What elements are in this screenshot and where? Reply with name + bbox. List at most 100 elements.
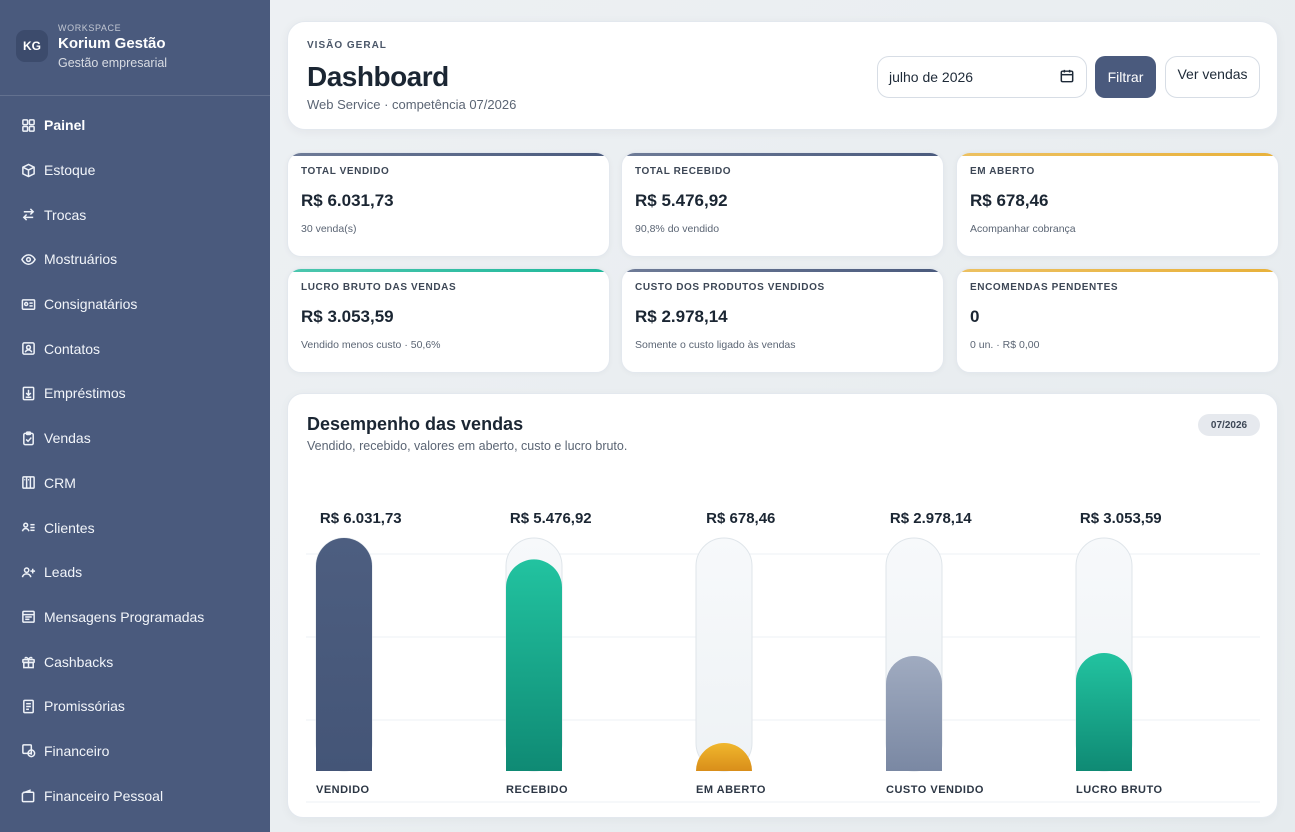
- contact-icon: [19, 340, 37, 358]
- kpi-accent-bar: [622, 269, 943, 272]
- calendar-message-icon: [19, 608, 37, 626]
- workspace-avatar[interactable]: KG: [16, 29, 48, 62]
- page-kicker: VISÃO GERAL: [307, 40, 387, 51]
- kpi-accent-bar: [957, 153, 1278, 156]
- wallet-icon: [19, 787, 37, 805]
- kpi-card: CUSTO DOS PRODUTOS VENDIDOS R$ 2.978,14 So…: [621, 268, 944, 373]
- sidebar-item-label: Empréstimos: [44, 385, 126, 402]
- sidebar-nav: Painel Estoque Trocas Mostruários Consignatá…: [0, 96, 270, 832]
- bar-recebido: [506, 559, 562, 771]
- kpi-value: R$ 6.031,73: [301, 191, 394, 210]
- sales-performance-card: R$ 6.031,73 VENDIDO R$ 5.476,92 RECEBIDO R$ …: [287, 393, 1278, 818]
- finance-icon: [19, 742, 37, 760]
- sidebar-item-mensagens-programadas[interactable]: Mensagens Programadas: [0, 595, 270, 640]
- page-subtitle: Web Service · competência 07/2026: [307, 97, 517, 112]
- month-input-value: julho de 2026: [889, 69, 974, 85]
- sidebar-item-estoque[interactable]: Estoque: [0, 148, 270, 193]
- sidebar-item-financeiro-pessoal[interactable]: Financeiro Pessoal: [0, 773, 270, 818]
- sidebar-item-label: Painel: [44, 117, 86, 134]
- users-list-icon: [19, 519, 37, 537]
- bar-value-label: R$ 6.031,73: [320, 510, 402, 527]
- sidebar-item-label: Vendas: [44, 430, 91, 447]
- sidebar-item-label: Consignatários: [44, 296, 138, 313]
- sidebar-item-label: Leads: [44, 564, 83, 581]
- gift-icon: [19, 653, 37, 671]
- kpi-card: LUCRO BRUTO DAS VENDAS R$ 3.053,59 Vendido…: [287, 268, 610, 373]
- kpi-value: R$ 678,46: [970, 191, 1049, 210]
- category-label: VENDIDO: [316, 784, 370, 796]
- sidebar-item-emprestimos[interactable]: Empréstimos: [0, 371, 270, 416]
- brand-text: WORKSPACE Korium Gestão Gestão empresari…: [58, 23, 167, 70]
- box-icon: [19, 161, 37, 179]
- kpi-subtext: 30 venda(s): [301, 223, 357, 235]
- sidebar-item-label: Cashbacks: [44, 653, 114, 670]
- kpi-label: ENCOMENDAS PENDENTES: [970, 282, 1119, 293]
- sidebar-item-painel[interactable]: Painel: [0, 103, 270, 148]
- bar-value-label: R$ 678,46: [706, 510, 775, 527]
- sidebar-item-label: Financeiro: [44, 742, 110, 759]
- sidebar-item-crm[interactable]: CRM: [0, 461, 270, 506]
- sidebar-item-promissorias[interactable]: Promissórias: [0, 684, 270, 729]
- calendar-icon[interactable]: [1060, 69, 1074, 86]
- brand: KG WORKSPACE Korium Gestão Gestão empres…: [0, 0, 270, 96]
- sales-performance-chart: R$ 6.031,73 VENDIDO R$ 5.476,92 RECEBIDO R$ …: [306, 510, 1260, 803]
- kpi-accent-bar: [288, 269, 609, 272]
- sidebar-item-vendas[interactable]: Vendas: [0, 416, 270, 461]
- sidebar-item-label: Financeiro Pessoal: [44, 787, 164, 804]
- id-card-icon: [19, 295, 37, 313]
- page-title: Dashboard: [307, 61, 449, 92]
- sidebar-item-contatos[interactable]: Contatos: [0, 326, 270, 371]
- sidebar: KG WORKSPACE Korium Gestão Gestão empres…: [0, 0, 270, 832]
- workspace-kicker: WORKSPACE: [58, 23, 122, 33]
- sidebar-item-trocas[interactable]: Trocas: [0, 192, 270, 237]
- sidebar-item-financeiro[interactable]: Financeiro: [0, 729, 270, 774]
- category-label: EM ABERTO: [696, 784, 766, 796]
- bar-value-label: R$ 5.476,92: [510, 510, 592, 527]
- chart-title: Desempenho das vendas: [307, 414, 524, 434]
- kpi-card: TOTAL RECEBIDO R$ 5.476,92 90,8% do vendid…: [621, 152, 944, 257]
- sidebar-item-label: CRM: [44, 474, 76, 491]
- kanban-icon: [19, 474, 37, 492]
- period-badge: 07/2026: [1198, 414, 1260, 436]
- sidebar-item-consignatarios[interactable]: Consignatários: [0, 282, 270, 327]
- sidebar-item-despesas-pessoais[interactable]: Despesas Pessoais: [0, 818, 270, 832]
- category-label: RECEBIDO: [506, 784, 568, 796]
- kpi-label: CUSTO DOS PRODUTOS VENDIDOS: [635, 282, 825, 293]
- sidebar-item-label: Promissórias: [44, 698, 125, 715]
- workspace-subtitle: Gestão empresarial: [58, 56, 168, 70]
- loan-icon: [19, 384, 37, 402]
- kpi-card: TOTAL VENDIDO R$ 6.031,73 30 venda(s): [287, 152, 610, 257]
- page-header: VISÃO GERAL Dashboard Web Service · comp…: [287, 21, 1278, 130]
- swap-icon: [19, 206, 37, 224]
- sidebar-item-leads[interactable]: Leads: [0, 550, 270, 595]
- sidebar-item-label: Contatos: [44, 340, 101, 357]
- sidebar-item-label: Trocas: [44, 206, 87, 223]
- eye-icon: [19, 250, 37, 268]
- sidebar-item-label: Clientes: [44, 519, 95, 536]
- kpi-value: R$ 3.053,59: [301, 307, 394, 326]
- category-label: CUSTO VENDIDO: [886, 784, 984, 796]
- filter-button[interactable]: Filtrar: [1095, 56, 1156, 98]
- kpi-accent-bar: [957, 269, 1278, 272]
- bar-custo-vendido: [886, 655, 942, 771]
- sidebar-item-label: Estoque: [44, 162, 96, 179]
- sidebar-item-mostruarios[interactable]: Mostruários: [0, 237, 270, 282]
- month-input[interactable]: julho de 2026: [877, 56, 1087, 98]
- kpi-label: EM ABERTO: [970, 166, 1035, 177]
- sidebar-item-cashbacks[interactable]: Cashbacks: [0, 639, 270, 684]
- kpi-subtext: 0 un. · R$ 0,00: [970, 339, 1040, 351]
- sidebar-item-clientes[interactable]: Clientes: [0, 505, 270, 550]
- clipboard-check-icon: [19, 429, 37, 447]
- kpi-card: ENCOMENDAS PENDENTES 0 0 un. · R$ 0,00: [956, 268, 1279, 373]
- bar-track: [695, 537, 753, 772]
- kpi-subtext: Vendido menos custo · 50,6%: [301, 339, 441, 351]
- kpi-label: TOTAL RECEBIDO: [635, 166, 732, 177]
- view-sales-button[interactable]: Ver vendas: [1165, 56, 1260, 98]
- kpi-subtext: Acompanhar cobrança: [970, 223, 1076, 235]
- bar-value-label: R$ 2.978,14: [890, 510, 972, 527]
- kpi-subtext: 90,8% do vendido: [635, 223, 720, 235]
- kpi-label: TOTAL VENDIDO: [301, 166, 390, 177]
- kpi-label: LUCRO BRUTO DAS VENDAS: [301, 282, 457, 293]
- kpi-accent-bar: [622, 153, 943, 156]
- document-icon: [19, 697, 37, 715]
